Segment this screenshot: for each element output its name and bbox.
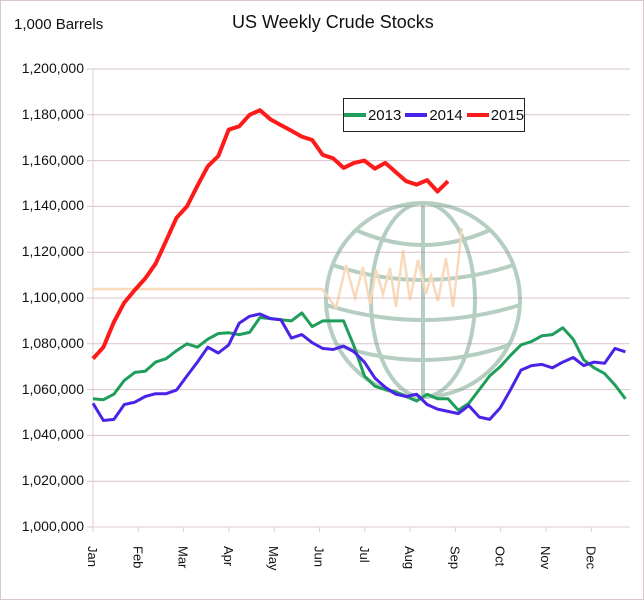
series-line-2013 [92, 311, 627, 412]
y-tick-label: 1,000,000 [21, 518, 84, 534]
x-tick-label: Feb [130, 546, 146, 569]
legend-swatch [343, 113, 366, 117]
x-tick-label: May [266, 546, 282, 571]
globe-with-chart-line-icon [93, 201, 522, 399]
y-tick-label: 1,200,000 [21, 60, 84, 76]
legend: 2013 2014 2015 [343, 98, 525, 132]
x-tick-label: Aug [402, 546, 418, 570]
y-tick-label: 1,040,000 [21, 426, 84, 443]
legend-item-2013: 2013 [343, 106, 402, 124]
legend-label: 2014 [429, 106, 463, 124]
series-line-2015 [91, 108, 450, 361]
x-tick-label: Nov [538, 546, 553, 570]
chart-title: US Weekly Crude Stocks [232, 12, 434, 32]
x-tick-label: Jan [85, 546, 100, 567]
legend-item-2014: 2014 [405, 106, 463, 124]
globe-parallel [355, 228, 491, 247]
y-tick-label: 1,120,000 [21, 243, 84, 260]
legend-swatch [466, 113, 489, 117]
x-tick-label: Sep [447, 546, 463, 570]
x-tick-label: Oct [492, 546, 508, 567]
legend-label: 2015 [490, 106, 525, 124]
watermark-chart-line [93, 227, 464, 311]
globe-parallel [336, 343, 510, 362]
legend-item-2015: 2015 [466, 106, 525, 124]
y-tick-label: 1,100,000 [21, 289, 84, 305]
y-tick-label: 1,060,000 [21, 380, 84, 397]
x-tick-label: Dec [583, 546, 599, 570]
x-tick-label: Apr [220, 546, 236, 567]
y-tick-label: 1,180,000 [21, 105, 84, 122]
y-tick-label: 1,140,000 [21, 197, 84, 214]
y-axis-unit-label: 1,000 Barrels [14, 16, 104, 33]
y-tick-label: 1,020,000 [21, 472, 84, 489]
x-tick-label: Mar [175, 546, 191, 569]
y-tick-label: 1,080,000 [21, 334, 84, 351]
x-tick-label: Jul [356, 546, 372, 563]
globe-parallel [325, 303, 521, 322]
y-tick-label: 1,160,000 [21, 151, 84, 168]
legend-label: 2013 [367, 106, 402, 124]
series-line-2014 [91, 312, 626, 422]
legend-swatch [405, 113, 428, 117]
x-tick-label: Jun [311, 546, 327, 567]
